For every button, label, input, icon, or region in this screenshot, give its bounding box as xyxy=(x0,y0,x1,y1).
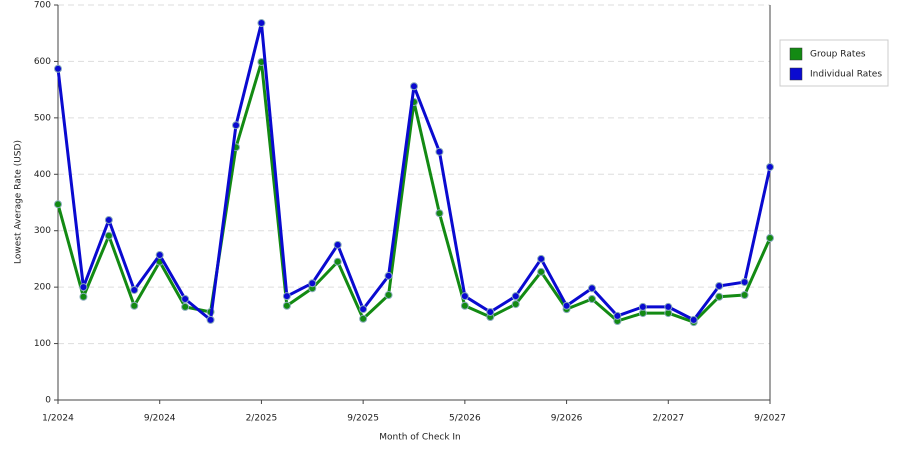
data-point xyxy=(537,267,546,276)
data-point xyxy=(410,82,418,91)
data-point xyxy=(715,282,724,291)
y-tick-label: 700 xyxy=(34,1,51,11)
y-tick-label: 100 xyxy=(34,339,51,349)
data-point xyxy=(54,64,62,73)
data-point xyxy=(384,291,393,300)
y-tick-label: 500 xyxy=(34,113,51,123)
data-point xyxy=(130,285,139,294)
x-tick-label: 2/2025 xyxy=(246,414,278,424)
data-point xyxy=(613,311,622,320)
data-point xyxy=(715,292,724,301)
data-point xyxy=(460,301,469,310)
data-point xyxy=(181,302,190,311)
data-point xyxy=(740,291,749,300)
legend-swatch xyxy=(789,67,803,81)
data-point xyxy=(155,250,164,259)
data-point xyxy=(537,254,546,263)
data-point xyxy=(486,307,495,316)
x-tick-label: 9/2027 xyxy=(754,414,786,424)
data-point xyxy=(130,301,139,310)
x-tick-label: 9/2024 xyxy=(144,414,176,424)
data-point xyxy=(206,315,215,324)
data-point xyxy=(384,271,393,280)
data-point xyxy=(511,292,520,301)
data-point xyxy=(562,301,571,310)
y-tick-label: 300 xyxy=(34,226,51,236)
legend-label: Group Rates xyxy=(810,50,866,60)
data-point xyxy=(79,283,88,292)
data-point xyxy=(333,240,342,249)
data-point xyxy=(282,292,291,301)
x-axis-label: Month of Check In xyxy=(379,433,461,443)
x-tick-label: 9/2025 xyxy=(347,414,379,424)
data-point xyxy=(460,292,469,301)
x-tick-label: 5/2026 xyxy=(449,414,481,424)
data-point xyxy=(511,300,520,309)
data-point xyxy=(435,147,444,156)
y-tick-label: 200 xyxy=(34,283,51,293)
data-point xyxy=(104,215,113,224)
data-point xyxy=(308,279,317,288)
x-tick-label: 1/2024 xyxy=(42,414,74,424)
data-point xyxy=(232,121,240,130)
data-point xyxy=(359,305,368,314)
data-point xyxy=(435,209,444,218)
data-point xyxy=(588,284,596,293)
y-tick-label: 600 xyxy=(34,57,51,67)
data-point xyxy=(359,314,368,323)
data-point xyxy=(740,278,749,287)
y-tick-label: 400 xyxy=(34,170,51,180)
y-tick-label: 0 xyxy=(45,396,51,406)
x-tick-label: 2/2027 xyxy=(652,414,684,424)
data-point xyxy=(79,292,88,301)
data-point xyxy=(257,19,266,28)
data-point xyxy=(104,231,113,240)
series-line xyxy=(56,21,772,322)
data-point xyxy=(689,315,698,324)
data-point xyxy=(766,234,774,243)
data-point xyxy=(766,162,774,171)
y-axis-label: Lowest Average Rate (USD) xyxy=(14,140,24,264)
x-tick-label: 9/2026 xyxy=(551,414,583,424)
data-point xyxy=(282,301,291,310)
data-point xyxy=(181,294,190,303)
data-point xyxy=(638,302,647,311)
data-point xyxy=(664,302,673,311)
legend-swatch xyxy=(789,47,803,61)
data-point xyxy=(333,257,342,266)
legend-label: Individual Rates xyxy=(810,70,882,80)
data-point xyxy=(588,294,596,303)
data-point xyxy=(54,200,62,209)
